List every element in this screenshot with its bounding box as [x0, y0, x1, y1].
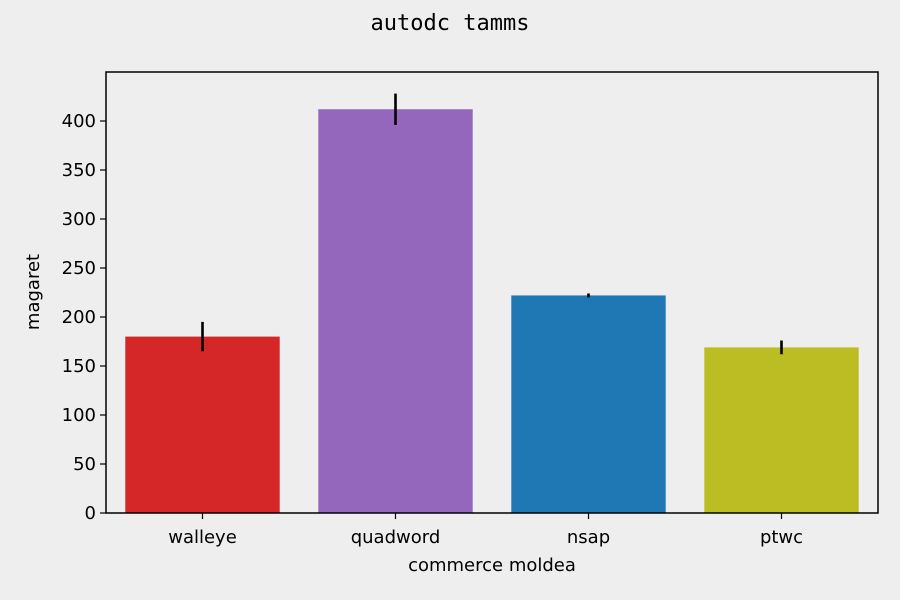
y-tick-label: 0 — [85, 503, 96, 524]
y-tick-label: 200 — [62, 307, 96, 328]
y-tick-label: 100 — [62, 405, 96, 426]
y-tick-label: 350 — [62, 160, 96, 181]
x-tick-label: ptwc — [760, 527, 803, 548]
plot-frame — [105, 71, 879, 514]
x-tick-label: quadword — [351, 527, 441, 548]
y-tick-label: 50 — [73, 454, 96, 475]
y-tick-label: 300 — [62, 209, 96, 230]
y-tick-label: 400 — [62, 111, 96, 132]
chart-title: autodc tamms — [371, 11, 530, 36]
y-tick-label: 150 — [62, 356, 96, 377]
bar-ptwc — [704, 347, 859, 513]
x-tick-label: walleye — [168, 527, 237, 548]
x-tick-label: nsap — [567, 527, 610, 548]
bar-nsap — [511, 295, 666, 513]
bar-quadword — [318, 109, 473, 514]
x-axis-label: commerce moldea — [408, 555, 576, 576]
y-axis-label: magaret — [23, 254, 44, 330]
y-tick-label: 250 — [62, 258, 96, 279]
bar-walleye — [125, 336, 280, 513]
